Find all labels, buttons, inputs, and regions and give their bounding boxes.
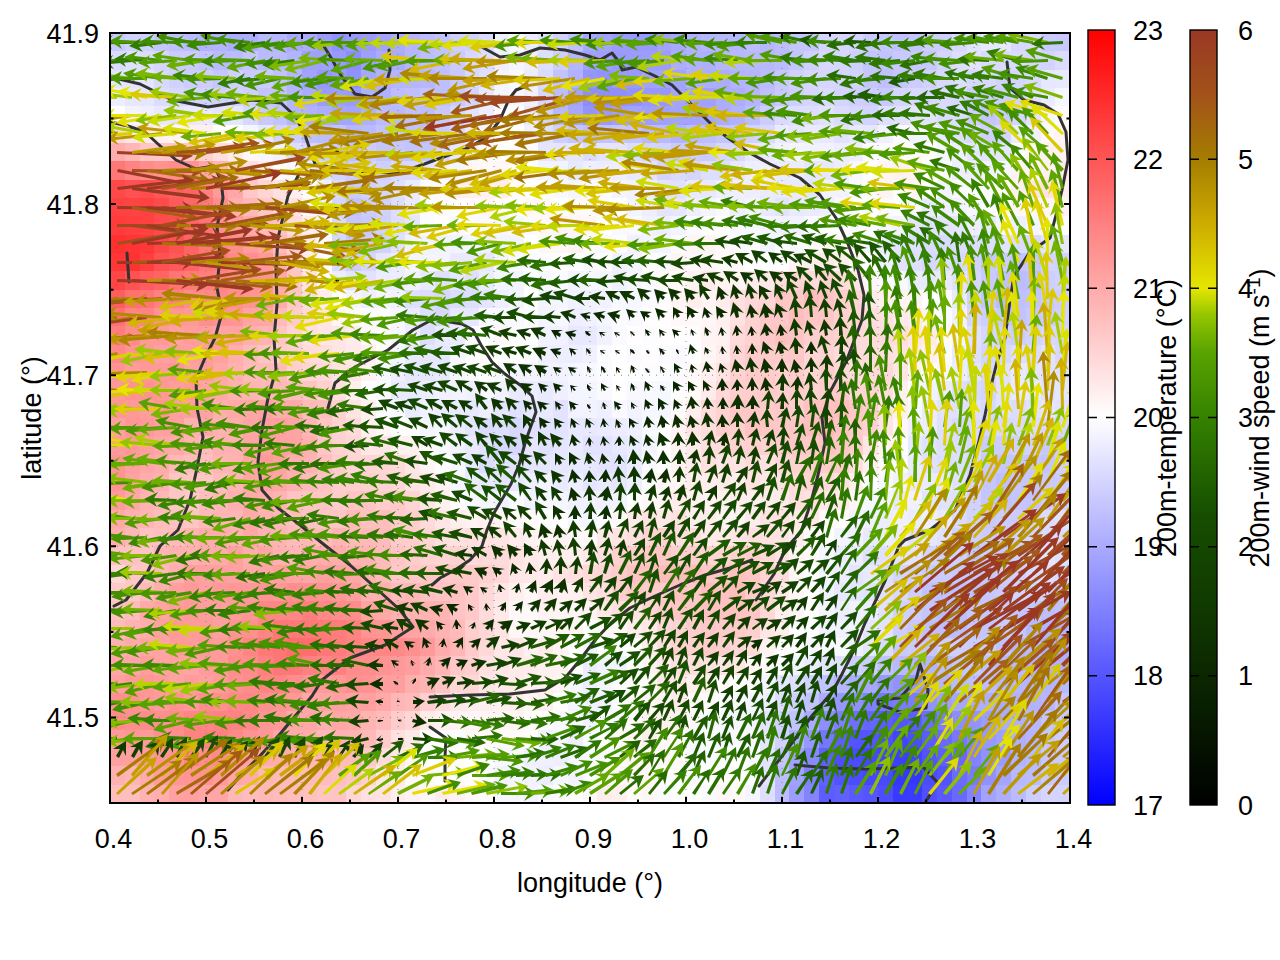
svg-text:0.8: 0.8 <box>479 824 517 854</box>
svg-text:0.6: 0.6 <box>287 824 325 854</box>
svg-text:23: 23 <box>1133 16 1163 46</box>
svg-text:5: 5 <box>1238 145 1253 175</box>
svg-text:17: 17 <box>1133 791 1163 821</box>
svg-text:18: 18 <box>1133 661 1163 691</box>
svg-text:200m-wind speed (m s-1): 200m-wind speed (m s-1) <box>1243 268 1275 567</box>
svg-text:41.6: 41.6 <box>46 532 99 562</box>
svg-text:41.9: 41.9 <box>46 19 99 49</box>
svg-text:latitude (°): latitude (°) <box>17 356 47 479</box>
svg-text:1.0: 1.0 <box>671 824 709 854</box>
svg-text:1.1: 1.1 <box>767 824 805 854</box>
svg-text:0.7: 0.7 <box>383 824 421 854</box>
svg-text:200m-temperature (°C): 200m-temperature (°C) <box>1152 279 1182 557</box>
svg-text:22: 22 <box>1133 145 1163 175</box>
svg-text:1.2: 1.2 <box>863 824 901 854</box>
svg-text:1.4: 1.4 <box>1055 824 1093 854</box>
svg-text:41.5: 41.5 <box>46 703 99 733</box>
svg-text:41.8: 41.8 <box>46 190 99 220</box>
svg-text:0.5: 0.5 <box>191 824 229 854</box>
svg-text:41.7: 41.7 <box>46 361 99 391</box>
svg-text:1.3: 1.3 <box>959 824 997 854</box>
svg-text:0.4: 0.4 <box>95 824 133 854</box>
svg-text:0.9: 0.9 <box>575 824 613 854</box>
svg-text:longitude (°): longitude (°) <box>517 868 663 898</box>
svg-text:1: 1 <box>1238 661 1253 691</box>
svg-text:0: 0 <box>1238 791 1253 821</box>
svg-text:6: 6 <box>1238 16 1253 46</box>
